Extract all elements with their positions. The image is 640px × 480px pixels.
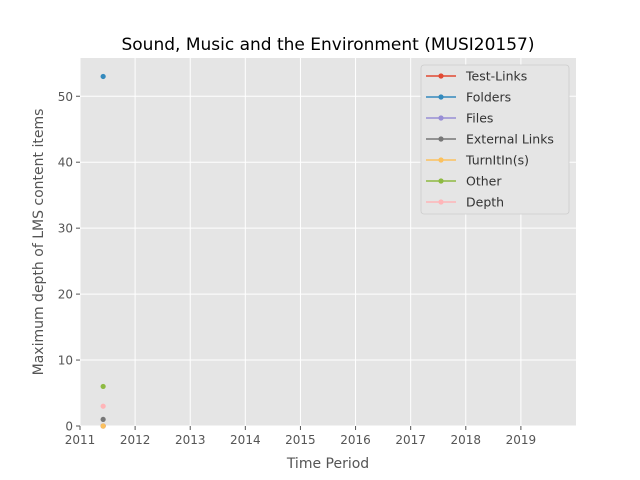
x-tick-label: 2017 [395,433,426,447]
legend-entry: External Links [426,132,554,147]
legend-entry: TurnItIn(s) [426,153,529,168]
legend-marker [438,94,444,100]
chart-title: Sound, Music and the Environment (MUSI20… [121,35,534,55]
legend-label: Folders [466,90,511,105]
x-tick-label: 2014 [230,433,261,447]
x-tick-label: 2016 [340,433,371,447]
x-tick-label: 2019 [506,433,537,447]
y-tick-label: 50 [58,90,73,104]
legend-entry: Other [426,174,502,189]
x-tick-label: 2011 [65,433,96,447]
data-points [100,73,106,429]
data-point [100,416,106,423]
x-tick-label: 2013 [175,433,206,447]
legend-entry: Folders [426,90,511,105]
legend-entry: Depth [426,195,504,210]
legend-marker [438,157,444,163]
x-tick-label: 2015 [285,433,316,447]
legend-label: Other [466,174,502,189]
x-axis-label: Time Period [286,456,369,472]
legend-label: TurnItIn(s) [465,153,529,168]
data-point [100,403,106,409]
legend-marker [438,73,444,79]
y-tick-label: 40 [58,156,73,170]
y-tick-label: 30 [58,222,73,236]
legend-label: Test-Links [465,69,527,84]
data-point [100,423,106,429]
x-tick-label: 2018 [451,433,482,447]
data-point [100,73,106,80]
y-tick-label: 0 [65,420,73,434]
legend-entry: Files [426,111,493,126]
legend-marker [438,178,444,184]
legend-marker [438,115,444,121]
y-tick-label: 20 [58,288,73,302]
legend-marker [438,136,444,142]
legend-entry: Test-Links [426,69,527,84]
legend-label: Depth [466,195,504,210]
legend-marker [438,199,444,205]
y-axis-label: Maximum depth of LMS content items [31,109,47,376]
legend-label: External Links [466,132,554,147]
y-tick-label: 10 [58,354,73,368]
x-tick-label: 2012 [120,433,151,447]
tick-labels: 2011 2012 2013 2014 2015 2016 2017 2018 2019 0 10 2… [58,90,536,447]
legend: Test-Links Folders Files External Links Turn… [420,64,570,215]
legend-label: Files [466,111,493,126]
legend-box [420,64,570,215]
data-point [100,383,106,390]
